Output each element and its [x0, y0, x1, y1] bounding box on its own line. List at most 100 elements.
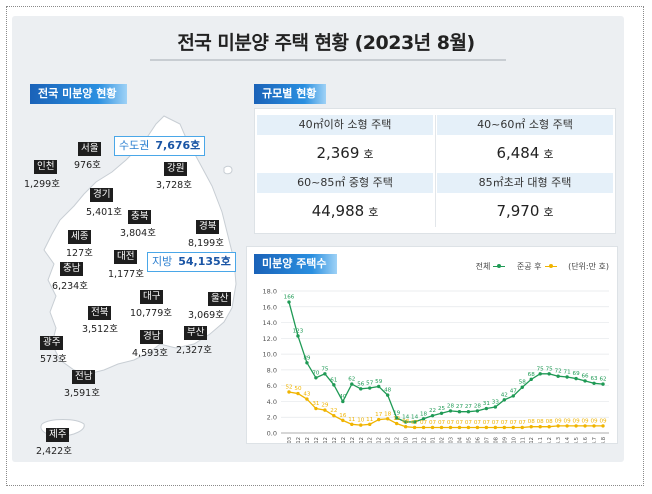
region-value-jeonbuk: 3,512호	[82, 324, 118, 335]
y-tick-label: 14.0	[263, 319, 277, 327]
data-label: 61	[330, 377, 338, 383]
data-point	[394, 416, 399, 420]
data-label: 08	[537, 419, 545, 425]
unsold-chart-box: 0.0 2.0 4.0 6.0 8.0 10.0 12.0 14.0 16.0 18.0 09.03…	[246, 246, 618, 444]
data-label: 33	[492, 399, 500, 405]
x-tick-label: '23.8	[601, 437, 607, 443]
size-section-tag: 규모별 현황	[254, 84, 327, 104]
data-label: 18	[420, 411, 428, 417]
data-label: 72	[555, 369, 562, 375]
data-label: 31	[483, 401, 491, 407]
data-label: 12	[393, 416, 400, 422]
x-tick-label: 22.03	[448, 437, 454, 443]
x-tick-label: 19.12	[386, 437, 392, 443]
x-tick-label: 22.08	[493, 437, 499, 443]
data-label: 10	[357, 418, 365, 424]
legend-total-swatch	[493, 263, 506, 268]
data-label: 123	[293, 328, 304, 334]
x-tick-label: 17.12	[368, 437, 374, 443]
size-cell-large: 85㎡초과 대형 주택 7,970 호	[437, 173, 613, 229]
x-tick-label: 22.11	[520, 437, 526, 443]
data-point	[368, 386, 372, 390]
data-label: 166	[284, 295, 295, 301]
y-tick-label: 18.0	[263, 288, 277, 296]
region-name-gyeongnam: 경남	[140, 330, 164, 344]
size-cell-value: 7,970	[496, 202, 540, 220]
chart-section-tag: 미분양 주택수	[254, 254, 337, 274]
size-cell-label: 85㎡초과 대형 주택	[437, 173, 613, 193]
data-label: 66	[581, 373, 589, 379]
data-point	[350, 382, 354, 386]
region-name-gangwon: 강원	[164, 162, 188, 176]
data-label: 75	[321, 366, 329, 372]
data-label: 11	[366, 417, 374, 423]
data-point	[565, 424, 569, 428]
data-label: 17	[375, 412, 383, 418]
data-label: 07	[519, 420, 527, 426]
region-name-seoul: 서울	[78, 142, 102, 156]
x-tick-label: 12.12	[323, 437, 329, 443]
region-value-daejeon: 1,177호	[108, 269, 144, 280]
unsold-line-chart: 0.0 2.0 4.0 6.0 8.0 10.0 12.0 14.0 16.0 18.0 09.03…	[263, 288, 609, 443]
data-label: 07	[483, 420, 491, 426]
x-tick-label: 16.12	[359, 437, 365, 443]
region-name-chungbuk: 충북	[128, 210, 152, 224]
data-point	[314, 406, 318, 411]
data-point	[583, 379, 587, 383]
size-cell-small-40: 40㎡이하 소형 주택 2,369 호	[257, 115, 433, 171]
chart-legend: 전체 준공 후 (단위:만 호)	[470, 261, 609, 272]
x-tick-label: 18.12	[377, 437, 383, 443]
data-point	[305, 397, 309, 401]
x-tick-label: 10.12	[305, 437, 311, 443]
data-label: 42	[501, 392, 508, 398]
data-point	[412, 425, 417, 430]
x-tick-label: 14.12	[341, 437, 347, 443]
data-point	[475, 409, 480, 413]
data-label: 09	[599, 418, 607, 424]
size-cell-unit: 호	[368, 206, 379, 219]
x-tick-label: 13.12	[332, 437, 338, 443]
x-tick-label: 20.12	[395, 437, 401, 443]
data-label: 58	[519, 380, 527, 386]
data-label: 48	[384, 388, 392, 394]
local-area-value: 54,135호	[178, 255, 231, 268]
size-table-divider	[435, 115, 436, 227]
data-label: 07	[447, 420, 455, 426]
data-point	[394, 421, 399, 426]
data-point	[466, 425, 471, 430]
size-cell-label: 60~85㎡ 중형 주택	[257, 173, 433, 193]
data-point	[341, 399, 345, 404]
data-point	[511, 394, 515, 398]
data-label: 14	[411, 414, 419, 420]
y-tick-label: 8.0	[267, 366, 277, 374]
data-point	[314, 376, 318, 380]
data-point	[565, 375, 569, 379]
data-point	[502, 425, 507, 430]
data-point	[296, 391, 300, 396]
size-cell-unit: 호	[363, 148, 374, 161]
data-label: 28	[474, 403, 482, 409]
data-point	[359, 387, 363, 391]
ulleung-island-shape	[223, 165, 233, 175]
data-point	[484, 425, 489, 430]
region-name-jeju: 제주	[46, 428, 70, 442]
data-label: 14	[402, 414, 410, 420]
local-area-label: 지방	[152, 255, 173, 268]
data-label: 07	[429, 420, 437, 426]
data-point	[421, 425, 426, 430]
data-label: 27	[465, 404, 473, 410]
data-label: 56	[357, 381, 365, 387]
x-tick-label: 22.04	[457, 436, 463, 443]
region-value-seoul: 976호	[74, 160, 101, 171]
x-tick-label: 11.12	[314, 437, 320, 443]
legend-total: 전체	[476, 261, 509, 272]
data-label: 18	[384, 411, 392, 417]
data-label: 16	[339, 413, 347, 419]
data-point	[403, 424, 408, 429]
region-value-jeju: 2,422호	[36, 446, 72, 457]
data-point	[574, 376, 578, 381]
data-point	[439, 411, 444, 415]
x-tick-label: 22.10	[511, 437, 517, 443]
data-point	[511, 425, 515, 430]
data-label: 19	[393, 411, 401, 417]
